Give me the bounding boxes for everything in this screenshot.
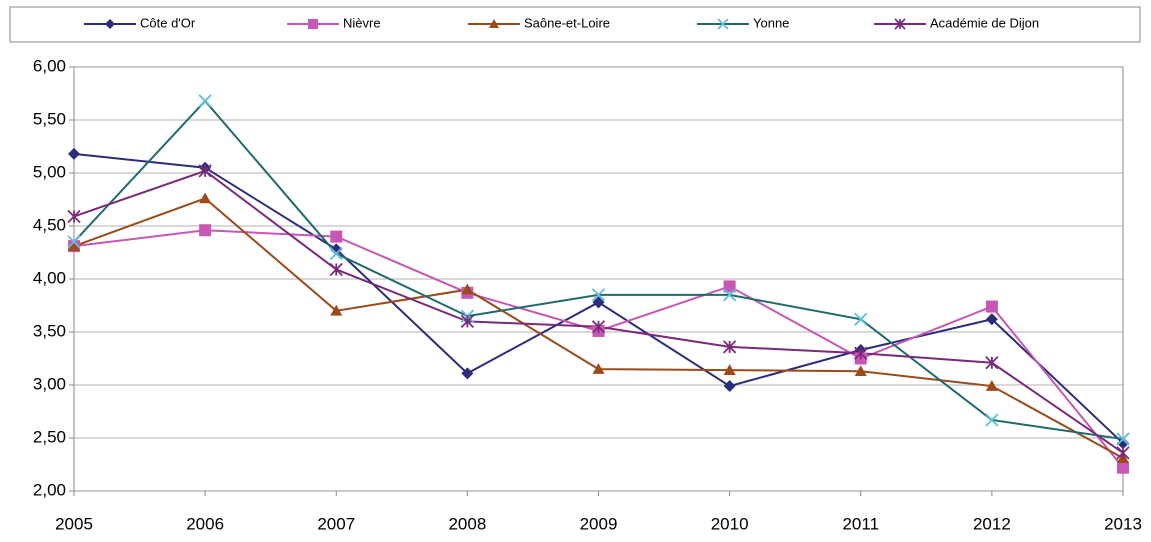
point-marker — [854, 346, 868, 360]
x-tick-label: 2013 — [1104, 514, 1142, 533]
point-marker — [68, 240, 80, 251]
point-marker — [592, 363, 605, 374]
point-marker — [461, 367, 474, 380]
point-marker — [854, 365, 867, 377]
series-line — [73, 99, 1124, 441]
point-marker — [723, 364, 736, 375]
legend-marker — [894, 18, 906, 30]
point-marker — [985, 300, 998, 313]
x-tick-label: 2006 — [186, 514, 224, 533]
y-tick-label: 3,00 — [33, 374, 66, 393]
x-tick-label: 2011 — [842, 514, 879, 533]
point-marker — [68, 147, 80, 160]
point-marker — [592, 296, 605, 309]
point-marker — [723, 380, 736, 393]
point-marker — [198, 94, 212, 108]
x-tick-label: 2007 — [317, 514, 355, 533]
point-marker — [330, 230, 343, 243]
y-tick-label: 2,50 — [33, 427, 66, 446]
x-tick-label: 2012 — [973, 514, 1011, 533]
legend-label: Nièvre — [343, 15, 381, 30]
point-marker — [198, 164, 212, 178]
y-tick-label: 3,50 — [33, 321, 66, 340]
point-marker — [985, 380, 998, 391]
point-marker — [985, 413, 999, 427]
legend-label: Saône-et-Loire — [524, 15, 610, 30]
point-marker — [461, 283, 474, 295]
point-marker — [854, 312, 868, 326]
point-marker — [1117, 437, 1129, 450]
point-marker — [460, 314, 475, 329]
legend-label: Yonne — [753, 15, 789, 30]
legend-label: Académie de Dijon — [930, 15, 1039, 30]
point-marker — [199, 192, 212, 204]
point-marker — [199, 224, 212, 237]
point-marker — [722, 340, 737, 354]
legend-label: Côte d'Or — [140, 15, 196, 30]
x-tick-label: 2009 — [580, 514, 618, 533]
point-marker — [330, 243, 343, 256]
point-marker — [1116, 432, 1130, 446]
point-marker — [985, 356, 999, 370]
point-marker — [330, 304, 343, 316]
point-marker — [591, 288, 606, 302]
series-line — [73, 229, 1124, 469]
y-tick-label: 2,00 — [33, 480, 66, 499]
series-line — [73, 169, 1124, 454]
legend-marker — [308, 19, 318, 29]
point-marker — [1117, 461, 1129, 474]
point-marker — [1116, 446, 1130, 460]
y-tick-label: 4,00 — [33, 268, 66, 287]
point-marker — [591, 320, 606, 334]
x-tick-label: 2010 — [711, 514, 749, 533]
legend-marker — [717, 18, 729, 30]
point-marker — [67, 235, 81, 249]
point-marker — [985, 313, 998, 326]
legend-marker — [489, 19, 499, 28]
point-marker — [329, 246, 343, 261]
legend-box — [9, 6, 1141, 43]
point-marker — [67, 209, 81, 224]
y-tick-label: 5,50 — [33, 109, 66, 128]
x-tick-label: 2005 — [55, 514, 93, 533]
y-tick-label: 6,00 — [33, 56, 66, 75]
y-tick-label: 5,00 — [33, 162, 66, 181]
x-tick-label: 2008 — [448, 514, 486, 533]
legend-marker — [105, 19, 115, 29]
point-marker — [722, 288, 737, 302]
point-marker — [723, 280, 736, 293]
point-marker — [329, 262, 343, 277]
y-tick-label: 4,50 — [33, 215, 66, 234]
